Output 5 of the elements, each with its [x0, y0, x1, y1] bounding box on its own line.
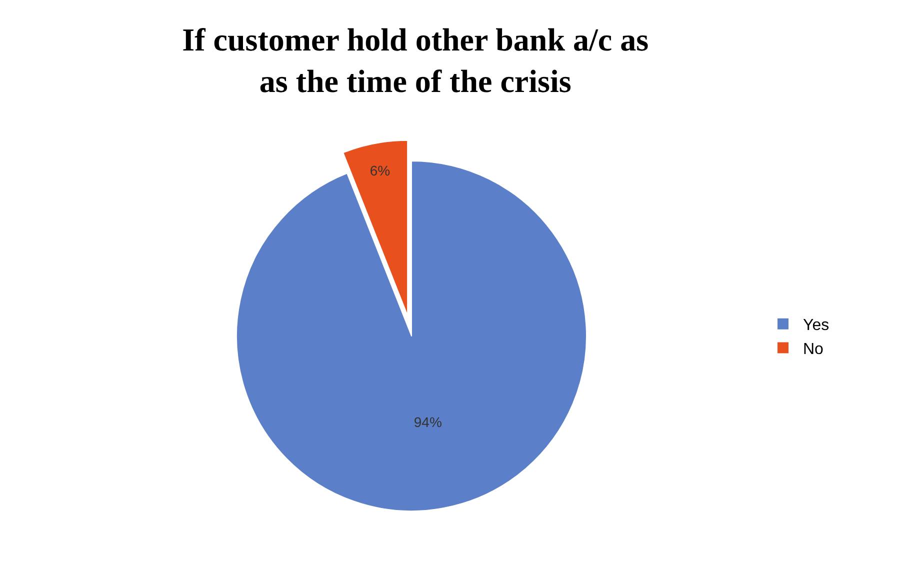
data-label: 6% [370, 162, 390, 179]
legend-label: Yes [803, 317, 830, 334]
chart-title: If customer hold other bank a/c as as the time of the crisis [182, 22, 649, 100]
legend-label: No [803, 340, 824, 358]
data-label: 94% [414, 414, 442, 430]
